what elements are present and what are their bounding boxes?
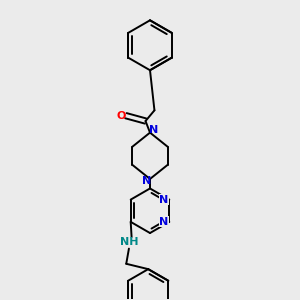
Text: N: N — [149, 125, 158, 135]
Text: NH: NH — [120, 236, 138, 247]
Text: O: O — [117, 111, 126, 121]
Text: N: N — [159, 195, 169, 205]
Text: N: N — [142, 176, 151, 186]
Text: N: N — [159, 217, 169, 227]
